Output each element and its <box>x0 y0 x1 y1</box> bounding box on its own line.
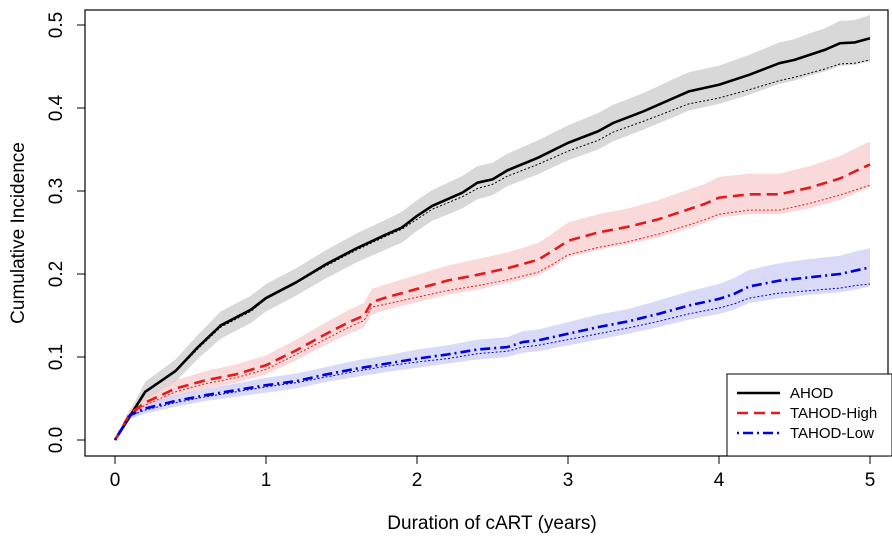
y-axis: 0.0 0.1 0.2 0.3 0.4 0.5 <box>46 12 86 453</box>
ahod-line <box>113 37 871 441</box>
x-tick-label: 3 <box>563 470 574 491</box>
x-axis: 0 1 2 3 4 5 <box>110 455 876 491</box>
tahod-low-line <box>113 266 871 441</box>
x-tick-label: 4 <box>714 470 725 491</box>
legend-label-tahod-low: TAHOD-Low <box>790 425 874 442</box>
y-tick-label: 0.4 <box>46 94 67 121</box>
tahod-low-reference-line <box>114 283 871 441</box>
tahod-low-confidence-band <box>115 248 870 440</box>
legend-box <box>726 373 892 457</box>
y-tick-label: 0.2 <box>46 261 67 287</box>
y-tick-label: 0.0 <box>46 427 67 453</box>
y-tick-label: 0.5 <box>46 12 67 38</box>
legend-label-ahod: AHOD <box>790 385 834 402</box>
x-axis-label: Duration of cART (years) <box>387 513 596 534</box>
tahod-high-confidence-band <box>115 141 870 440</box>
ahod-confidence-band <box>115 15 870 440</box>
x-tick-label: 1 <box>261 470 272 491</box>
x-tick-label: 0 <box>110 470 121 491</box>
y-axis-label: Cumulative Incidence <box>8 142 29 324</box>
y-tick-label: 0.3 <box>46 178 67 204</box>
x-tick-label: 5 <box>865 470 876 491</box>
confidence-bands <box>115 15 870 440</box>
legend-label-tahod-high: TAHOD-High <box>790 405 877 422</box>
legend: AHOD TAHOD-High TAHOD-Low <box>726 373 892 457</box>
y-tick-label: 0.1 <box>46 344 67 370</box>
x-tick-label: 2 <box>412 470 423 491</box>
tahod-high-line <box>113 163 871 441</box>
series-lines <box>113 37 871 441</box>
